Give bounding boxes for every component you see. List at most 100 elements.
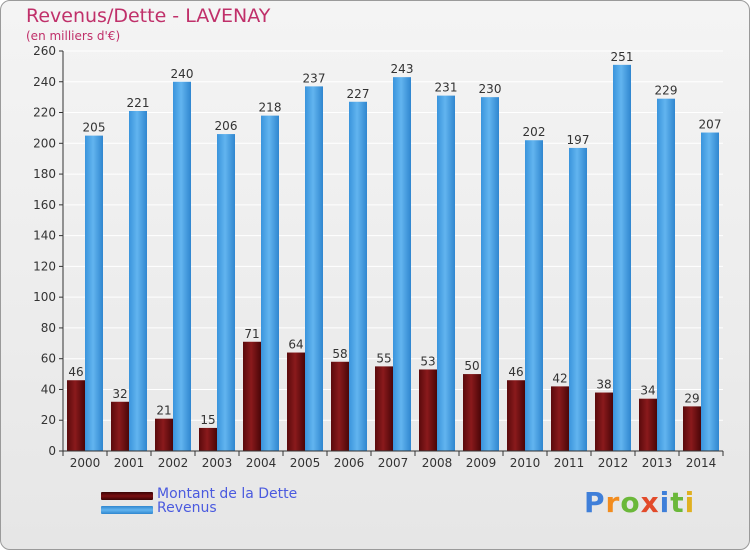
x-tick-label: 2011	[554, 456, 585, 470]
bar-revenue	[657, 98, 675, 451]
bar-debt	[683, 406, 701, 451]
bar-revenue	[261, 115, 279, 451]
y-tick-label: 20	[41, 413, 56, 427]
logo-letter: r	[605, 486, 621, 519]
bar-debt	[375, 366, 393, 451]
data-label-debt: 58	[332, 347, 347, 361]
y-tick-label: 40	[41, 382, 56, 396]
data-label-revenue: 205	[83, 121, 106, 135]
logo-letter: P	[584, 486, 606, 519]
y-tick-label: 200	[33, 136, 56, 150]
y-tick-label: 60	[41, 352, 56, 366]
bar-revenue	[525, 140, 543, 451]
bar-debt	[463, 374, 481, 451]
data-label-revenue: 243	[391, 62, 414, 76]
x-tick-label: 2013	[642, 456, 673, 470]
bar-revenue	[173, 81, 191, 452]
bar-debt	[507, 380, 525, 451]
data-label-revenue: 230	[479, 82, 502, 96]
x-tick-label: 2012	[598, 456, 629, 470]
bar-revenue	[393, 77, 411, 452]
y-tick-label: 160	[33, 198, 56, 212]
data-label-debt: 32	[112, 387, 127, 401]
bar-revenue	[217, 134, 235, 452]
x-tick-label: 2010	[510, 456, 541, 470]
data-label-debt: 46	[508, 365, 523, 379]
data-label-debt: 15	[200, 413, 215, 427]
data-label-debt: 46	[68, 365, 83, 379]
bar-debt	[67, 380, 85, 451]
data-label-revenue: 229	[655, 84, 678, 98]
bar-revenue	[85, 135, 103, 451]
y-tick-label: 220	[33, 106, 56, 120]
bar-debt	[331, 361, 349, 451]
y-tick-label: 80	[41, 321, 56, 335]
data-label-debt: 50	[464, 359, 479, 373]
bar-debt	[419, 369, 437, 451]
data-label-debt: 55	[376, 351, 391, 365]
bar-debt	[639, 398, 657, 451]
y-tick-label: 140	[33, 229, 56, 243]
y-tick-label: 240	[33, 75, 56, 89]
logo-letter: i	[659, 486, 671, 519]
bar-revenue	[349, 101, 367, 452]
x-tick-label: 2000	[70, 456, 101, 470]
logo-letter: t	[670, 486, 685, 519]
x-tick-label: 2005	[290, 456, 321, 470]
x-tick-label: 2002	[158, 456, 189, 470]
bar-revenue	[305, 86, 323, 451]
y-tick-label: 120	[33, 259, 56, 273]
data-label-revenue: 237	[303, 71, 326, 85]
axes: 0 20 40 60 80 100 120 140 160 180 200 220 240 260 2000…	[33, 44, 724, 470]
legend-swatch-debt	[101, 492, 153, 500]
legend-label-revenue: Revenus	[157, 500, 217, 516]
logo-letter: x	[640, 486, 660, 519]
bar-revenue	[437, 95, 455, 451]
bar-revenue	[613, 64, 631, 451]
x-tick-label: 2014	[686, 456, 717, 470]
x-tick-label: 2003	[202, 456, 233, 470]
y-tick-label: 0	[48, 444, 56, 458]
chart-title: Revenus/Dette - LAVENAY	[26, 5, 271, 27]
x-tick-label: 2007	[378, 456, 409, 470]
x-tick-label: 2004	[246, 456, 277, 470]
data-label-debt: 21	[156, 404, 171, 418]
data-label-revenue: 206	[215, 119, 238, 133]
bar-revenue	[481, 97, 499, 452]
data-label-debt: 71	[244, 327, 259, 341]
data-label-revenue: 227	[347, 87, 370, 101]
data-label-debt: 64	[288, 338, 303, 352]
bar-debt	[243, 341, 261, 451]
bar-revenue	[129, 111, 147, 451]
x-tick-label: 2009	[466, 456, 497, 470]
data-label-debt: 42	[552, 371, 567, 385]
bar-revenue	[569, 147, 587, 451]
data-label-revenue: 240	[171, 67, 194, 81]
legend-label-debt: Montant de la Dette	[157, 486, 298, 502]
data-label-revenue: 231	[435, 81, 458, 95]
bar-debt	[155, 418, 173, 451]
bar-revenue	[701, 132, 719, 452]
y-tick-label: 180	[33, 167, 56, 181]
bars: 46 205 32 221 21 240 15 206 71 218 64 237 58 227 55 243…	[67, 50, 722, 452]
data-label-revenue: 218	[259, 101, 282, 115]
proxiti-logo: Proxiti	[584, 486, 695, 519]
data-label-debt: 53	[420, 354, 435, 368]
data-label-debt: 38	[596, 378, 611, 392]
bar-debt	[111, 401, 129, 451]
data-label-debt: 29	[684, 391, 699, 405]
data-label-revenue: 221	[127, 96, 150, 110]
bar-debt	[551, 386, 569, 451]
x-tick-label: 2001	[114, 456, 145, 470]
data-label-revenue: 207	[699, 118, 722, 132]
bar-debt	[595, 392, 613, 451]
data-label-debt: 34	[640, 384, 655, 398]
legend-swatch-revenue	[101, 506, 153, 514]
data-label-revenue: 202	[523, 125, 546, 139]
data-label-revenue: 197	[567, 133, 590, 147]
data-label-revenue: 251	[611, 50, 634, 64]
y-tick-label: 260	[33, 44, 56, 58]
bar-debt	[199, 427, 217, 451]
